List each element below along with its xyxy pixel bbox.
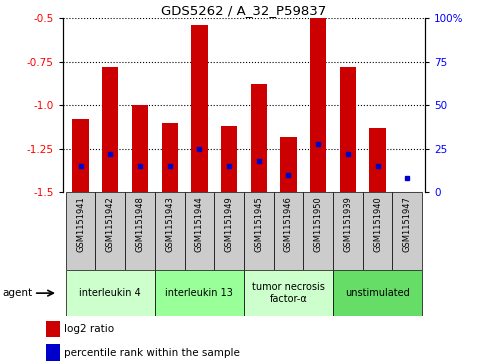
Text: interleukin 13: interleukin 13 xyxy=(166,288,233,298)
Bar xyxy=(392,192,422,270)
Bar xyxy=(96,192,125,270)
Bar xyxy=(66,270,155,316)
Bar xyxy=(280,136,297,192)
Bar xyxy=(244,192,273,270)
Bar xyxy=(102,67,118,192)
Text: agent: agent xyxy=(2,288,32,298)
Text: GSM1151947: GSM1151947 xyxy=(403,196,412,252)
Text: GSM1151939: GSM1151939 xyxy=(343,196,352,252)
Text: GSM1151949: GSM1151949 xyxy=(225,196,234,252)
Bar xyxy=(273,192,303,270)
Title: GDS5262 / A_32_P59837: GDS5262 / A_32_P59837 xyxy=(161,4,327,17)
Text: GSM1151940: GSM1151940 xyxy=(373,196,382,252)
Bar xyxy=(340,67,356,192)
Bar xyxy=(333,192,363,270)
Bar xyxy=(125,192,155,270)
Bar xyxy=(155,192,185,270)
Bar xyxy=(251,84,267,192)
Text: GSM1151941: GSM1151941 xyxy=(76,196,85,252)
Text: GSM1151948: GSM1151948 xyxy=(136,196,144,252)
Bar xyxy=(72,119,89,192)
Text: unstimulated: unstimulated xyxy=(345,288,410,298)
Text: GSM1151942: GSM1151942 xyxy=(106,196,115,252)
Text: tumor necrosis
factor-α: tumor necrosis factor-α xyxy=(252,282,325,304)
Text: GSM1151950: GSM1151950 xyxy=(313,196,323,252)
Text: interleukin 4: interleukin 4 xyxy=(79,288,141,298)
Text: GSM1151944: GSM1151944 xyxy=(195,196,204,252)
Bar xyxy=(46,321,60,337)
Bar xyxy=(369,128,386,192)
Bar xyxy=(66,192,96,270)
Text: log2 ratio: log2 ratio xyxy=(64,324,114,334)
Bar xyxy=(363,192,392,270)
Bar xyxy=(185,192,214,270)
Text: GSM1151943: GSM1151943 xyxy=(165,196,174,252)
Bar xyxy=(221,126,237,192)
Bar xyxy=(191,25,208,192)
Bar xyxy=(214,192,244,270)
Bar xyxy=(46,344,60,361)
Bar xyxy=(310,18,327,192)
Bar xyxy=(155,270,244,316)
Text: GSM1151946: GSM1151946 xyxy=(284,196,293,252)
Text: percentile rank within the sample: percentile rank within the sample xyxy=(64,348,240,358)
Bar xyxy=(303,192,333,270)
Bar xyxy=(333,270,422,316)
Bar xyxy=(244,270,333,316)
Bar xyxy=(132,105,148,192)
Text: GSM1151945: GSM1151945 xyxy=(254,196,263,252)
Bar xyxy=(161,123,178,192)
